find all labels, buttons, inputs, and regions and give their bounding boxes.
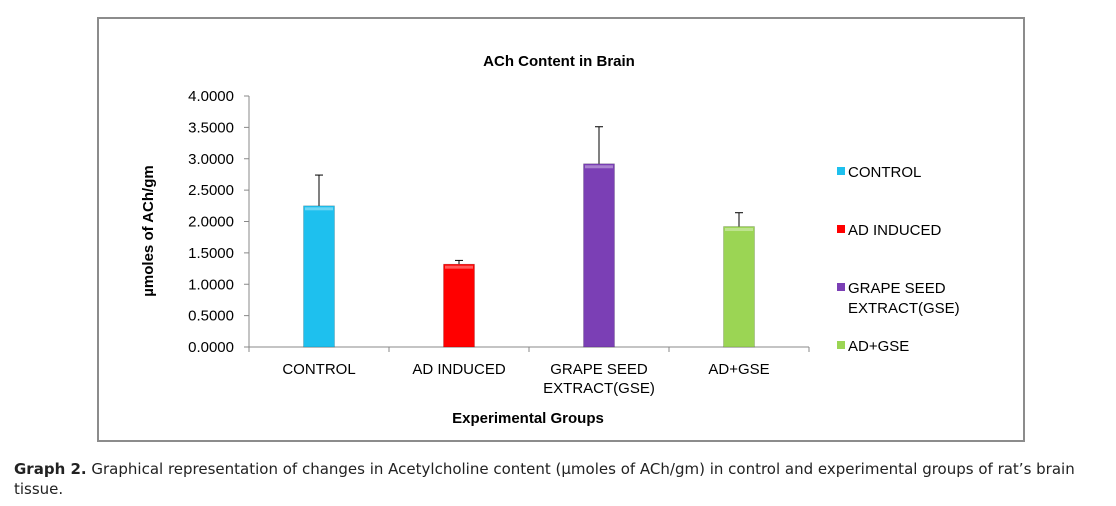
legend-label: AD+GSE bbox=[848, 338, 909, 355]
y-tick-label: 0.0000 bbox=[188, 339, 234, 356]
legend-label: CONTROL bbox=[848, 164, 921, 181]
x-tick-label: AD+GSE bbox=[708, 361, 769, 378]
caption-label: Graph 2. bbox=[14, 460, 87, 478]
bar-bevel bbox=[725, 228, 753, 232]
legend-swatch bbox=[837, 225, 845, 233]
caption-text: Graphical representation of changes in A… bbox=[14, 460, 1075, 498]
chart-frame: ACh Content in Brain µmoles of ACh/gm Ex… bbox=[97, 17, 1025, 442]
bar-bevel bbox=[445, 265, 473, 269]
y-tick-label: 3.5000 bbox=[188, 119, 234, 136]
y-tick-label: 1.5000 bbox=[188, 245, 234, 262]
legend-label: AD INDUCED bbox=[848, 222, 942, 239]
y-tick-label: 0.5000 bbox=[188, 308, 234, 325]
x-axis-label: Experimental Groups bbox=[452, 410, 604, 427]
y-tick-label: 2.5000 bbox=[188, 182, 234, 199]
figure-caption: Graph 2. Graphical representation of cha… bbox=[14, 459, 1110, 499]
y-tick-label: 4.0000 bbox=[188, 88, 234, 105]
y-tick-label: 2.0000 bbox=[188, 214, 234, 231]
x-tick-label: CONTROL bbox=[282, 361, 355, 378]
bar-chart: ACh Content in Brain µmoles of ACh/gm Ex… bbox=[140, 53, 960, 427]
legend-swatch bbox=[837, 341, 845, 349]
legend-swatch bbox=[837, 283, 845, 291]
legend-label: GRAPE SEED EXTRACT(GSE) bbox=[848, 280, 960, 317]
bar bbox=[443, 263, 475, 348]
bar bbox=[723, 226, 755, 348]
bar bbox=[583, 163, 615, 348]
x-tick-label: GRAPE SEED EXTRACT(GSE) bbox=[543, 361, 655, 397]
chart-title: ACh Content in Brain bbox=[483, 53, 635, 70]
legend-swatch bbox=[837, 167, 845, 175]
y-tick-label: 3.0000 bbox=[188, 151, 234, 168]
y-axis-label: µmoles of ACh/gm bbox=[140, 165, 157, 296]
y-tick-label: 1.0000 bbox=[188, 276, 234, 293]
x-tick-label: AD INDUCED bbox=[412, 361, 506, 378]
bar-bevel bbox=[305, 207, 333, 211]
bar-bevel bbox=[585, 165, 613, 169]
bar bbox=[303, 205, 335, 348]
